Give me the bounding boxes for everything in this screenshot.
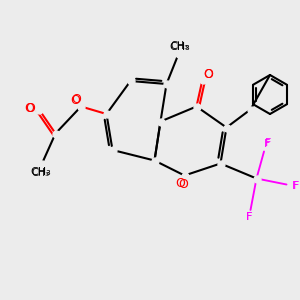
Text: CH₃: CH₃ [30,167,51,177]
Text: F: F [246,212,252,222]
Text: O: O [25,101,35,115]
Text: O: O [71,94,80,107]
Text: O: O [204,68,213,81]
Text: F: F [264,138,271,148]
Text: F: F [264,139,270,149]
Text: CH₃: CH₃ [171,40,189,51]
Text: O: O [178,178,188,191]
Text: F: F [246,212,252,223]
Text: O: O [175,177,185,190]
Text: O: O [25,101,34,115]
Text: F: F [292,181,299,191]
Text: CH₃: CH₃ [32,168,50,178]
Text: CH₃: CH₃ [169,42,190,52]
Text: F: F [293,181,299,191]
Text: O: O [203,68,213,82]
Text: O: O [72,93,81,106]
